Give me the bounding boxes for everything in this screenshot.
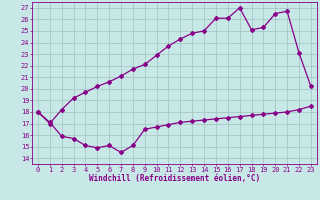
X-axis label: Windchill (Refroidissement éolien,°C): Windchill (Refroidissement éolien,°C) — [89, 174, 260, 183]
